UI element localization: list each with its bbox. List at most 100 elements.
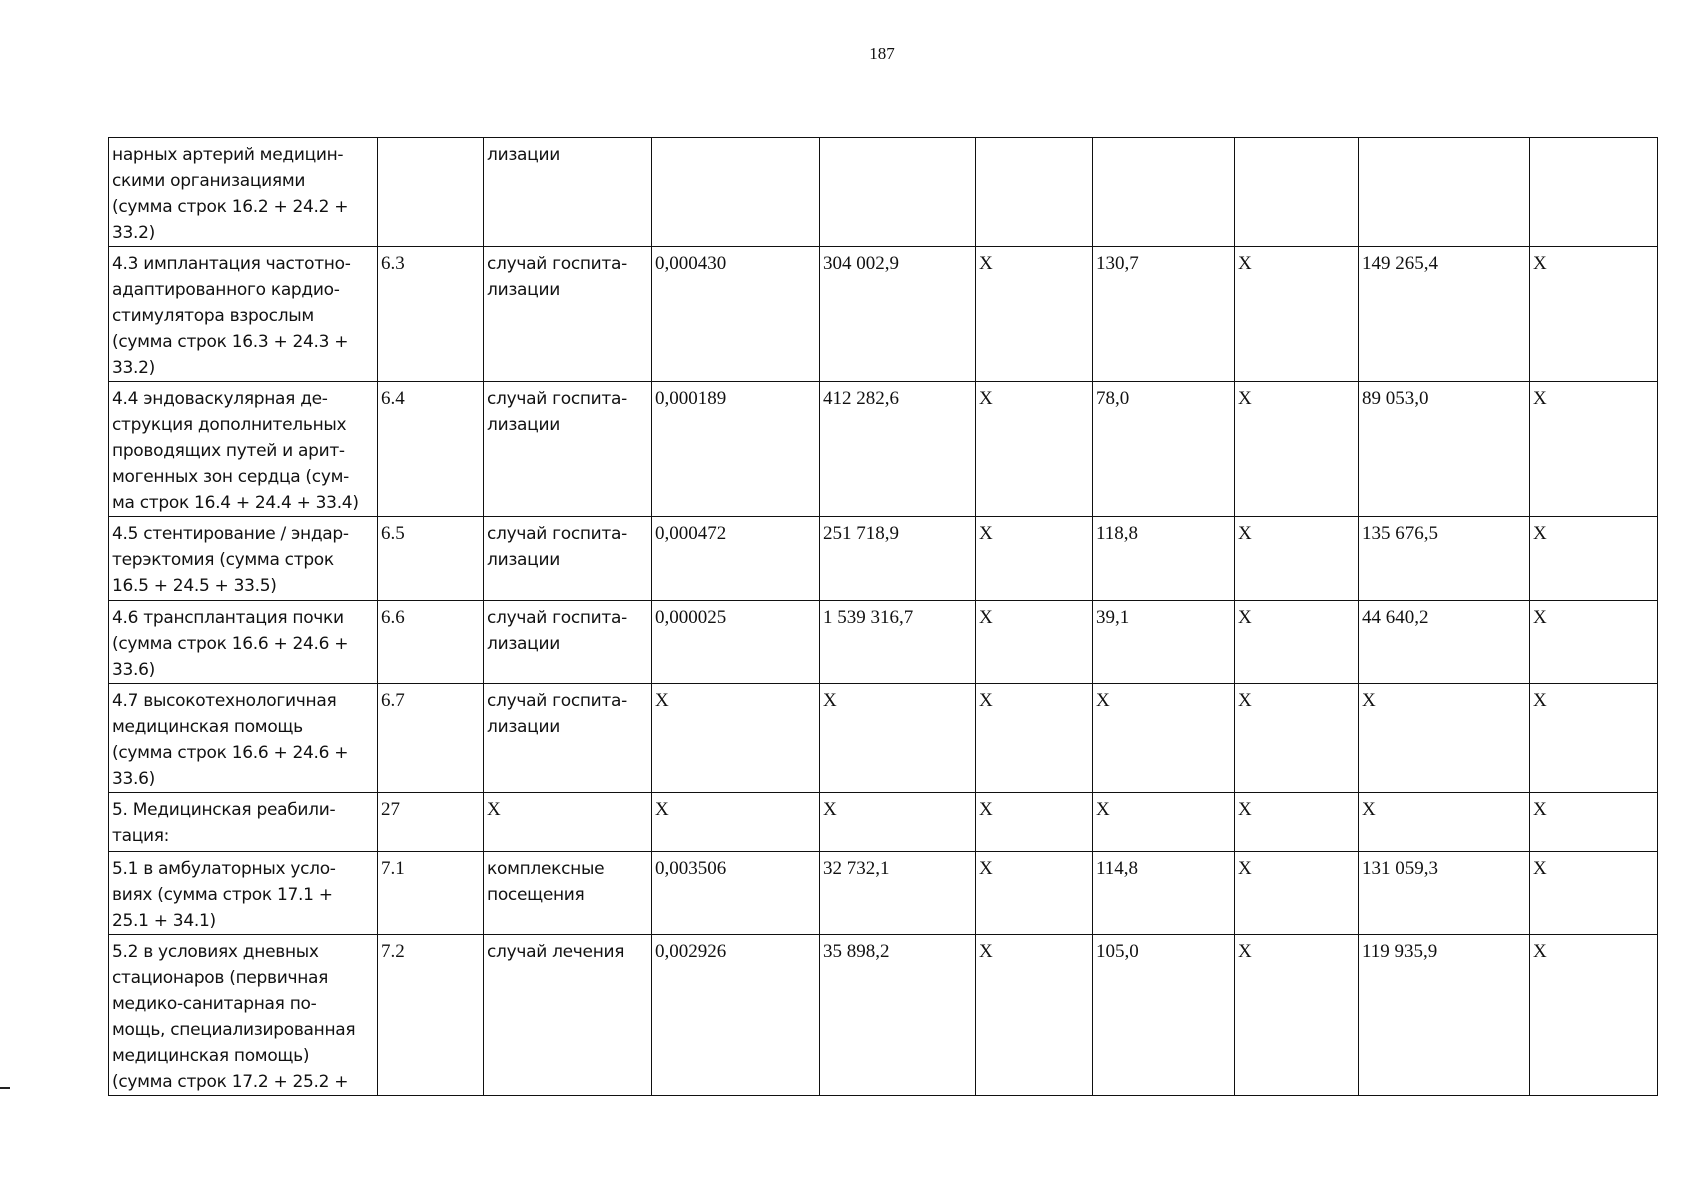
value-cell: X: [1092, 683, 1235, 793]
unit-cell: лизации: [483, 137, 652, 247]
table-row: 4.5 стентирование / эндар- терэктомия (с…: [108, 516, 1658, 601]
value-cell: X: [1234, 792, 1359, 852]
table-row: 5.1 в амбулаторных усло- виях (сумма стр…: [108, 851, 1658, 935]
value-cell: 135 676,5: [1358, 516, 1530, 601]
value-cell: X: [651, 683, 820, 793]
row-number-cell: 7.1: [377, 851, 484, 935]
value-cell: X: [1529, 792, 1658, 852]
value-cell: 304 002,9: [819, 246, 976, 382]
value-cell: 0,000025: [651, 600, 820, 684]
value-cell: 1 539 316,7: [819, 600, 976, 684]
row-name-cell: нарных артерий медицин- скими организаци…: [108, 137, 378, 247]
value-cell: 35 898,2: [819, 934, 976, 1096]
value-cell: X: [1529, 600, 1658, 684]
row-name-cell: 5.1 в амбулаторных усло- виях (сумма стр…: [108, 851, 378, 935]
value-cell: 118,8: [1092, 516, 1235, 601]
value-cell: 0,000430: [651, 246, 820, 382]
row-number-cell: 6.6: [377, 600, 484, 684]
value-cell: 39,1: [1092, 600, 1235, 684]
value-cell: X: [1529, 246, 1658, 382]
value-cell: X: [1234, 516, 1359, 601]
value-cell: X: [975, 934, 1093, 1096]
table-row: 4.6 трансплантация почки (сумма строк 16…: [108, 600, 1658, 684]
row-name-cell: 4.5 стентирование / эндар- терэктомия (с…: [108, 516, 378, 601]
value-cell: X: [975, 792, 1093, 852]
value-cell: X: [1234, 381, 1359, 517]
value-cell: 105,0: [1092, 934, 1235, 1096]
value-cell: X: [975, 516, 1093, 601]
value-cell: [1234, 137, 1359, 247]
value-cell: X: [1234, 934, 1359, 1096]
row-number-cell: 7.2: [377, 934, 484, 1096]
value-cell: 251 718,9: [819, 516, 976, 601]
value-cell: 32 732,1: [819, 851, 976, 935]
value-cell: X: [1234, 600, 1359, 684]
unit-cell: случай госпита- лизации: [483, 516, 652, 601]
table-row: 4.7 высокотехнологичная медицинская помо…: [108, 683, 1658, 793]
value-cell: 149 265,4: [1358, 246, 1530, 382]
value-cell: X: [1529, 851, 1658, 935]
row-number-cell: 6.3: [377, 246, 484, 382]
value-cell: X: [975, 851, 1093, 935]
row-number-cell: 6.4: [377, 381, 484, 517]
value-cell: [975, 137, 1093, 247]
row-name-cell: 5.2 в условиях дневных стационаров (перв…: [108, 934, 378, 1096]
value-cell: X: [1529, 516, 1658, 601]
page-number: 187: [869, 44, 895, 63]
table-row: 5.2 в условиях дневных стационаров (перв…: [108, 934, 1658, 1096]
unit-cell: случай госпита- лизации: [483, 600, 652, 684]
value-cell: X: [1358, 792, 1530, 852]
value-cell: [1529, 137, 1658, 247]
row-name-cell: 4.3 имплантация частотно- адаптированног…: [108, 246, 378, 382]
value-cell: 44 640,2: [1358, 600, 1530, 684]
value-cell: X: [1529, 381, 1658, 517]
value-cell: X: [1092, 792, 1235, 852]
value-cell: X: [1358, 683, 1530, 793]
unit-cell: X: [483, 792, 652, 852]
table-row: нарных артерий медицин- скими организаци…: [108, 137, 1658, 247]
value-cell: X: [651, 792, 820, 852]
value-cell: 119 935,9: [1358, 934, 1530, 1096]
data-table: нарных артерий медицин- скими организаци…: [108, 137, 1658, 1096]
value-cell: 89 053,0: [1358, 381, 1530, 517]
value-cell: X: [975, 381, 1093, 517]
value-cell: 78,0: [1092, 381, 1235, 517]
unit-cell: случай госпита- лизации: [483, 683, 652, 793]
value-cell: 0,000472: [651, 516, 820, 601]
margin-mark: [0, 1087, 10, 1089]
value-cell: X: [975, 246, 1093, 382]
row-name-cell: 5. Медицинская реабили- тация:: [108, 792, 378, 852]
value-cell: X: [1234, 851, 1359, 935]
row-number-cell: 6.5: [377, 516, 484, 601]
row-name-cell: 4.4 эндоваскулярная де- струкция дополни…: [108, 381, 378, 517]
value-cell: [819, 137, 976, 247]
value-cell: X: [819, 792, 976, 852]
table-row: 4.4 эндоваскулярная де- струкция дополни…: [108, 381, 1658, 517]
row-number-cell: 27: [377, 792, 484, 852]
value-cell: 131 059,3: [1358, 851, 1530, 935]
value-cell: 114,8: [1092, 851, 1235, 935]
unit-cell: случай госпита- лизации: [483, 381, 652, 517]
value-cell: [1092, 137, 1235, 247]
unit-cell: случай лечения: [483, 934, 652, 1096]
value-cell: 0,002926: [651, 934, 820, 1096]
value-cell: [1358, 137, 1530, 247]
row-name-cell: 4.6 трансплантация почки (сумма строк 16…: [108, 600, 378, 684]
value-cell: X: [1529, 934, 1658, 1096]
table-row: 4.3 имплантация частотно- адаптированног…: [108, 246, 1658, 382]
unit-cell: случай госпита- лизации: [483, 246, 652, 382]
value-cell: 0,000189: [651, 381, 820, 517]
value-cell: [651, 137, 820, 247]
value-cell: X: [975, 683, 1093, 793]
value-cell: 130,7: [1092, 246, 1235, 382]
value-cell: 412 282,6: [819, 381, 976, 517]
value-cell: X: [819, 683, 976, 793]
value-cell: X: [1234, 683, 1359, 793]
value-cell: X: [975, 600, 1093, 684]
value-cell: X: [1234, 246, 1359, 382]
table-row: 5. Медицинская реабили- тация: 27 X X X X X X X X: [108, 792, 1658, 852]
row-number-cell: [377, 137, 484, 247]
row-number-cell: 6.7: [377, 683, 484, 793]
row-name-cell: 4.7 высокотехнологичная медицинская помо…: [108, 683, 378, 793]
value-cell: 0,003506: [651, 851, 820, 935]
